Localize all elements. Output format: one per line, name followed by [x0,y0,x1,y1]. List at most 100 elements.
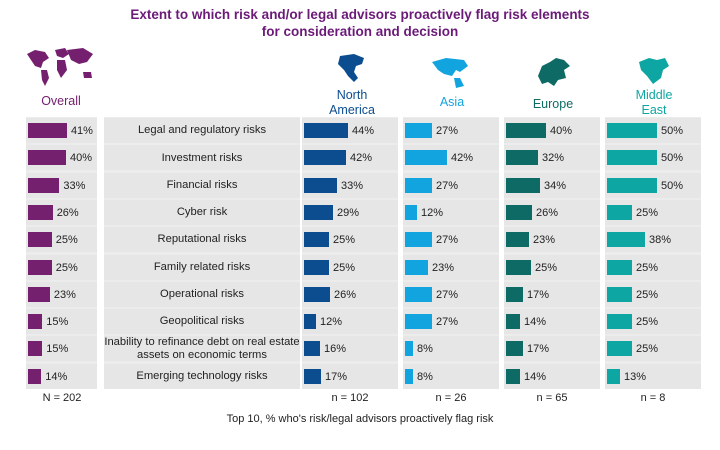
bar-middle-east [607,314,632,330]
value-label-overall: 15% [46,316,69,329]
value-label-middle-east: 50% [661,152,684,165]
value-label-middle-east: 50% [661,179,684,192]
value-label-middle-east: 25% [636,343,659,356]
bar-north-america [304,286,330,302]
value-label-asia: 27% [436,125,459,137]
bar-north-america [304,341,320,357]
category-row-band [104,309,300,335]
value-label-europe: 17% [527,288,550,301]
bar-overall [28,341,43,357]
value-label-europe: 40% [550,125,573,137]
bar-middle-east [607,123,657,138]
category-row-band [104,281,300,307]
value-label-europe: 34% [544,179,567,192]
bar-europe [506,286,523,302]
chart-footnote: Top 10, % who's risk/legal advisors proa… [226,413,494,425]
bar-europe [506,123,546,138]
value-label-overall: 25% [55,234,78,247]
value-label-overall: 40% [70,152,93,165]
chart-title-line-1: Extent to which risk and/or legal adviso… [130,7,590,22]
bar-europe [506,204,532,220]
value-label-north-america: 44% [352,125,375,137]
category-row-band [104,199,300,225]
category-label: Operational risks [160,288,244,301]
bar-europe [506,150,538,166]
category-label: Financial risks [166,178,238,191]
value-label-europe: 14% [524,370,547,383]
value-label-north-america: 29% [337,206,360,219]
bar-middle-east [607,150,657,166]
value-label-europe: 17% [527,343,550,356]
bar-middle-east [607,259,632,275]
series-label-overall: Overall [41,94,81,108]
value-label-europe: 26% [536,206,559,219]
row-band-asia [403,363,499,389]
value-label-middle-east: 25% [636,288,659,301]
value-label-asia: 8% [417,343,433,356]
category-label: Investment risks [161,151,243,164]
n-label-middle-east: n = 8 [640,392,666,404]
row-band-asia [403,199,499,225]
value-label-north-america: 33% [341,179,364,192]
category-label: Reputational risks [157,233,247,246]
bar-middle-east [607,286,632,302]
bar-overall [28,123,67,138]
row-band-north-america [302,309,398,335]
bar-north-america [304,314,316,330]
north-america-map-icon [338,54,364,82]
value-label-asia: 23% [432,261,455,274]
value-label-north-america: 12% [320,316,343,329]
bar-europe [506,177,540,193]
n-label-europe: n = 65 [536,392,568,404]
bar-overall [28,368,42,384]
bar-asia [405,341,413,357]
bar-north-america [304,368,321,384]
category-label: Emerging technology risks [136,369,268,382]
series-label-europe: Europe [532,97,574,111]
category-label: Inability to refinance debt on real esta… [104,336,300,361]
category-row-band [104,363,300,389]
bar-north-america [304,232,329,248]
row-band-asia [403,336,499,362]
value-label-north-america: 26% [334,288,357,301]
value-label-europe: 23% [533,234,556,247]
value-label-overall: 15% [46,343,69,356]
category-row-band [104,145,300,171]
bar-overall [28,232,52,248]
bar-asia [405,150,447,166]
value-label-north-america: 42% [350,152,373,165]
category-row-band [104,254,300,280]
n-label-asia: n = 26 [435,392,467,404]
bar-europe [506,259,531,275]
bar-overall [28,150,66,166]
bar-overall [28,259,52,275]
category-row-band [104,172,300,198]
category-label: Geopolitical risks [159,315,245,328]
value-label-overall: 33% [63,179,86,192]
bar-asia [405,232,432,248]
value-label-overall: 41% [70,125,93,137]
value-label-asia: 27% [436,234,459,247]
category-row-band [104,227,300,253]
category-row-band [104,118,300,143]
value-label-north-america: 17% [325,370,348,383]
bar-overall [28,204,53,220]
row-band-europe [504,309,600,335]
bar-asia [405,177,432,193]
row-band-middle-east [605,363,701,389]
middle-east-map-icon [639,58,669,84]
value-label-overall: 25% [55,261,78,274]
bar-asia [405,314,432,330]
value-label-middle-east: 13% [624,370,647,383]
series-label-middle-east: Middle East [635,88,673,117]
value-label-middle-east: 38% [649,234,672,247]
bar-asia [405,259,428,275]
value-label-asia: 12% [421,206,444,219]
series-label-north-america: North America [329,88,375,117]
value-label-asia: 8% [417,370,433,383]
bar-middle-east [607,368,620,384]
bar-north-america [304,259,329,275]
series-label-asia: Asia [439,95,465,109]
bar-overall [28,286,50,302]
value-label-europe: 25% [535,261,558,274]
